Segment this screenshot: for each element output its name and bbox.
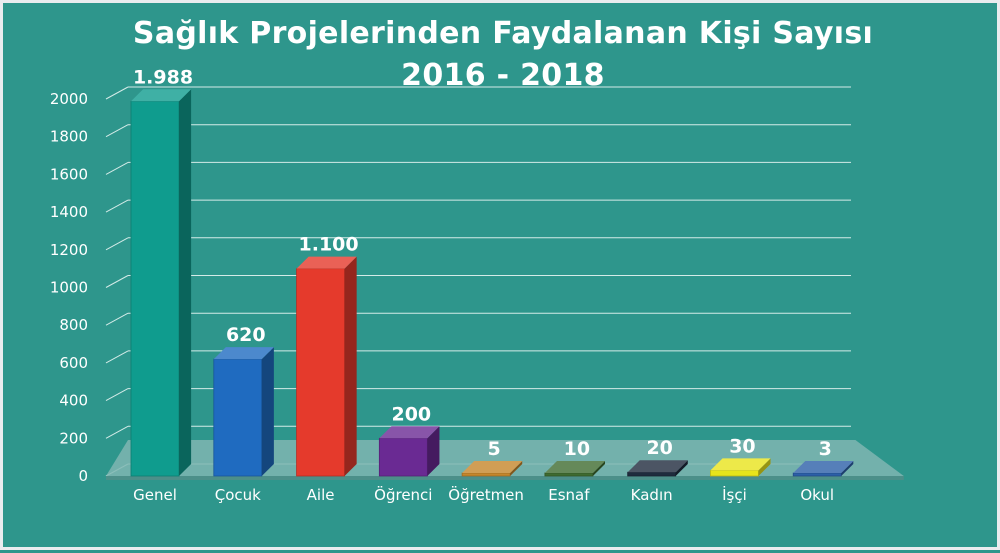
- x-tick-label: Öğrenci: [374, 485, 432, 504]
- bar-top: [213, 347, 274, 360]
- y-tick-label: 600: [59, 354, 88, 372]
- y-tick-label: 400: [59, 392, 88, 410]
- data-label: 20: [646, 437, 672, 459]
- bar: [213, 358, 263, 477]
- bar-side: [344, 256, 357, 476]
- data-label: 1.988: [133, 66, 193, 88]
- x-tick-label: Öğretmen: [448, 485, 524, 504]
- bar-chart: 0 200 400 600 800 1000 1200 1400 1600 1800 2000 1.9…: [50, 66, 904, 504]
- data-label: 620: [226, 324, 266, 346]
- y-tick-label: 1800: [50, 128, 88, 146]
- bar-side: [758, 458, 771, 476]
- data-label: 30: [729, 435, 755, 457]
- bar-top: [131, 89, 192, 102]
- bar: [296, 268, 345, 477]
- bar-side: [592, 461, 605, 476]
- bar-side: [510, 461, 523, 476]
- data-label: 3: [819, 438, 832, 460]
- y-tick-label: 1000: [50, 279, 88, 297]
- bar-side: [675, 460, 688, 476]
- bar: [461, 472, 511, 477]
- bar-side: [261, 347, 274, 476]
- gridline-depth: [105, 161, 129, 175]
- chart-floor-edge: [106, 476, 904, 480]
- bar-top: [544, 461, 605, 473]
- gridline-depth: [105, 388, 129, 402]
- gridline-depth: [105, 350, 129, 364]
- bar-top: [462, 461, 523, 473]
- bar-side: [179, 89, 192, 477]
- gridline-depth: [105, 124, 129, 138]
- gridline-depth: [105, 199, 129, 213]
- gridline-depth: [105, 275, 129, 288]
- y-tick-label: 1400: [50, 203, 88, 221]
- x-tick-label: Kadın: [631, 486, 673, 504]
- chart-title-block: Sağlık Projelerinden Faydalanan Kişi Say…: [3, 13, 1000, 97]
- gridline-depth: [105, 425, 129, 439]
- bar-top: [627, 460, 688, 473]
- bar-side: [841, 461, 854, 476]
- bar-top: [296, 256, 357, 269]
- bar: [544, 472, 594, 477]
- gridline-depth: [105, 237, 129, 251]
- x-tick-label: Genel: [133, 486, 177, 504]
- bar-top: [379, 426, 440, 439]
- bar: [710, 469, 759, 477]
- gridline-depth: [105, 312, 129, 326]
- bar-top: [710, 458, 771, 471]
- y-tick-label: 800: [59, 316, 88, 334]
- bar-side: [427, 426, 440, 476]
- data-label: 200: [391, 403, 431, 425]
- y-tick-label: 0: [78, 467, 88, 485]
- bar: [130, 100, 180, 477]
- gridline-depth: [105, 86, 129, 100]
- data-label: 10: [564, 438, 590, 460]
- bar: [627, 471, 677, 477]
- y-tick-label: 2000: [50, 90, 88, 108]
- x-tick-label: Aile: [307, 486, 335, 504]
- data-label: 5: [487, 438, 500, 460]
- x-tick-label: Çocuk: [215, 486, 261, 504]
- data-label: 1.100: [299, 234, 359, 256]
- bar: [792, 472, 842, 477]
- x-tick-label: Esnaf: [548, 486, 590, 504]
- bar-top: [793, 461, 854, 473]
- x-tick-label: Okul: [800, 486, 834, 504]
- x-tick-label: İşçi: [722, 485, 747, 504]
- y-tick-label: 1600: [50, 165, 88, 183]
- chart-title: Sağlık Projelerinden Faydalanan Kişi Say…: [132, 16, 874, 51]
- y-tick-label: 1200: [50, 241, 88, 259]
- y-tick-label: 200: [59, 429, 88, 447]
- bar: [378, 437, 428, 477]
